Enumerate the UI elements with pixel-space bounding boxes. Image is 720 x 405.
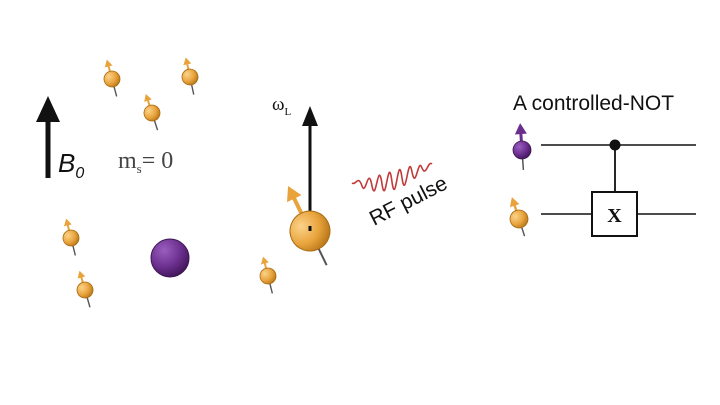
nuclear-spin xyxy=(181,57,199,95)
control-dot xyxy=(609,139,621,151)
larmor-axis-arrow xyxy=(302,106,318,226)
nuclear-spin xyxy=(259,256,277,294)
rf-pulse-wave xyxy=(351,162,433,192)
nuclear-spin xyxy=(76,270,94,308)
larmor-label: ωL xyxy=(272,94,292,118)
nuclear-spin xyxy=(62,218,80,256)
electron-state-label: ms= 0 xyxy=(118,148,173,176)
control-qubit-electron xyxy=(512,123,532,171)
target-qubit-nucleus xyxy=(509,197,529,237)
magnetic-field-arrow xyxy=(36,96,60,178)
not-gate-label: X xyxy=(607,205,622,227)
circuit-title: A controlled-NOT xyxy=(513,92,674,115)
electron-spin xyxy=(150,238,190,278)
nuclear-spin xyxy=(143,93,161,131)
nuclear-spin xyxy=(103,59,121,97)
field-label: B0 xyxy=(58,148,84,182)
rf-pulse-label: RF pulse xyxy=(366,172,451,231)
not-gate xyxy=(591,191,638,237)
large-nuclear-spin xyxy=(287,186,331,266)
